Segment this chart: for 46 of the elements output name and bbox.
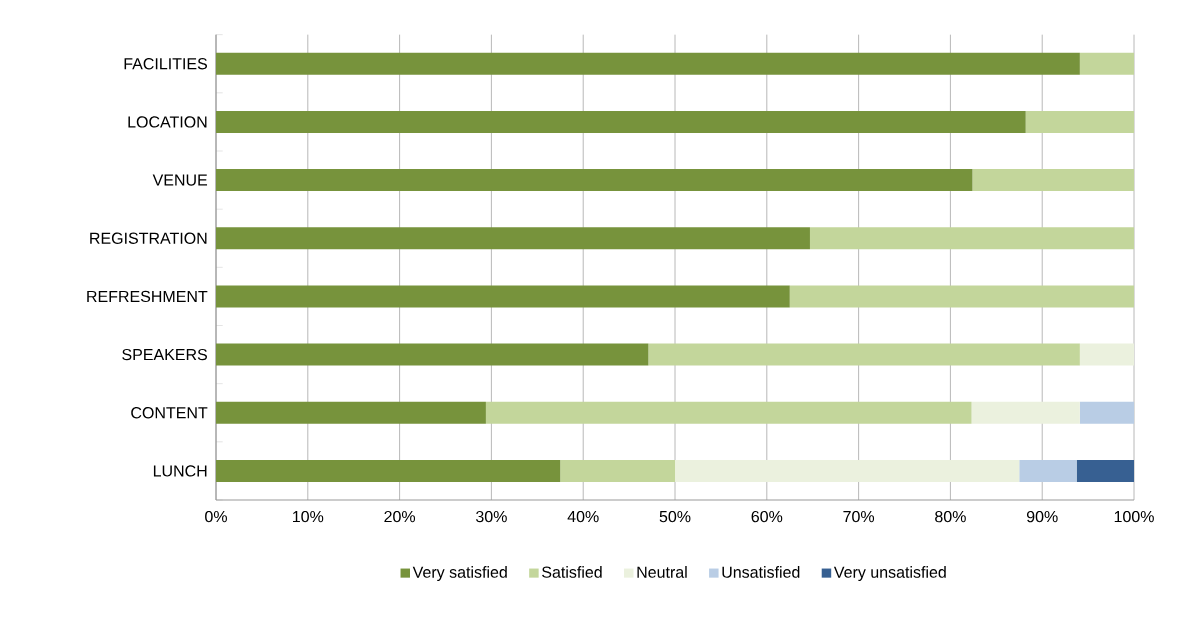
legend-label: Satisfied	[542, 566, 602, 578]
legend-label: Neutral	[637, 566, 687, 578]
x-tick-label: 50%	[659, 510, 691, 523]
bar	[675, 459, 1020, 482]
bar	[560, 459, 676, 482]
legend-label: Very unsatisfied	[833, 566, 946, 582]
bar	[809, 227, 1135, 250]
y-tick-label: LOCATION	[128, 116, 207, 128]
x-tick-label: 60%	[751, 510, 783, 523]
bar	[971, 401, 1080, 424]
bar	[216, 401, 486, 424]
x-tick-label: 30%	[476, 510, 507, 523]
bar	[485, 401, 972, 424]
x-tick-label: 70%	[843, 510, 875, 523]
x-tick-label: 40%	[567, 510, 599, 523]
y-tick-label: LUNCH	[153, 465, 207, 477]
bar	[1079, 401, 1135, 424]
bar	[216, 459, 561, 482]
y-tick-label: CONTENT	[131, 407, 208, 419]
bar	[216, 285, 790, 308]
bar	[216, 227, 810, 250]
bar	[789, 285, 1135, 308]
bar	[1079, 343, 1135, 366]
x-tick-label: 10%	[293, 510, 324, 523]
y-tick-label: FACILITIES	[124, 58, 208, 70]
bar	[1079, 52, 1135, 75]
bar	[1025, 110, 1135, 133]
x-tick-label: 80%	[935, 510, 966, 523]
bar	[216, 169, 973, 192]
bar	[1076, 459, 1135, 482]
bar	[216, 343, 649, 366]
x-tick-label: 0%	[205, 510, 227, 523]
legend-label: Unsatisfied	[722, 566, 800, 578]
bar	[648, 343, 1080, 366]
bar	[216, 110, 1026, 133]
y-tick-label: SPEAKERS	[122, 348, 207, 361]
x-tick-label: 20%	[384, 510, 416, 523]
y-tick-label: REGISTRATION	[90, 232, 207, 244]
bar	[1019, 459, 1077, 482]
bar	[216, 52, 1080, 75]
legend-label: Very satisfied	[412, 566, 507, 582]
bar	[972, 169, 1135, 192]
y-tick-label: VENUE	[152, 174, 208, 186]
x-tick-label: 100%	[1114, 510, 1154, 523]
x-tick-label: 90%	[1026, 510, 1058, 523]
y-tick-label: REFRESHMENT	[87, 290, 208, 303]
